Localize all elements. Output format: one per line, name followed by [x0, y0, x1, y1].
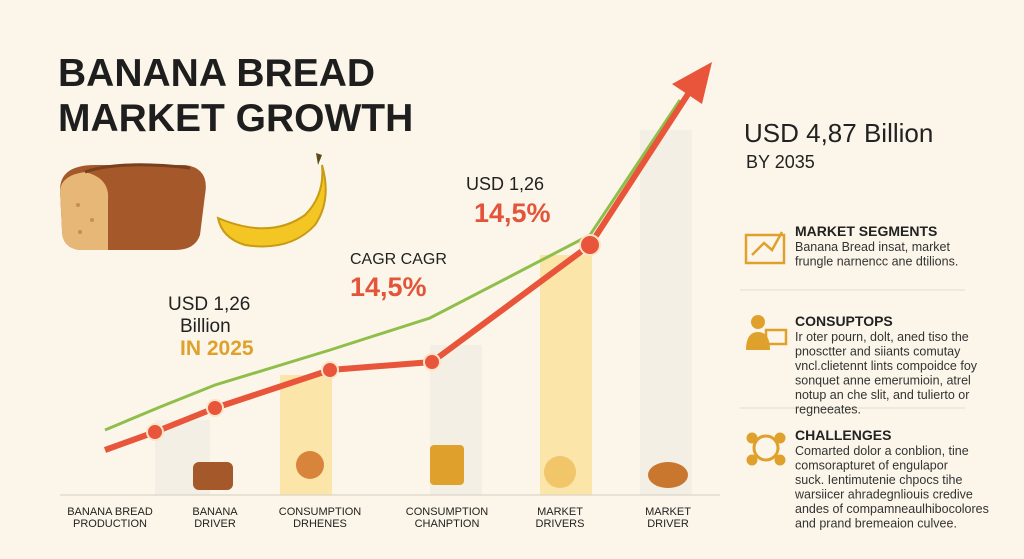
section-heading: CHALLENGES [795, 427, 891, 443]
annotation-year: IN 2025 [180, 337, 254, 360]
annotation: USD 1,26 [168, 294, 250, 315]
consumers-icon [746, 315, 788, 350]
footer-label: CHANPTION [415, 518, 480, 530]
footer-label: PRODUCTION [73, 518, 147, 530]
bread-icon [60, 163, 206, 250]
section-heading: MARKET SEGMENTS [795, 223, 937, 239]
footer-label: BANANA [192, 506, 238, 518]
footer-label: DRIVERS [536, 518, 585, 530]
section-text: Banana Bread insat, market [795, 240, 950, 254]
dots [146, 234, 601, 441]
footer-label: MARKET [645, 506, 691, 518]
footer-icons [193, 445, 688, 490]
footer-labels: BANANA BREADPRODUCTIONBANANADRIVERCONSUM… [67, 506, 691, 530]
forecast-year: BY 2035 [746, 152, 815, 172]
footer-label: BANANA BREAD [67, 506, 153, 518]
footer-label: CONSUMPTION [406, 506, 489, 518]
footer-label: DRHENES [293, 518, 347, 530]
forecast-value: USD 4,87 Billion [744, 118, 933, 148]
footer-label: DRIVER [194, 518, 236, 530]
title-line: MARKET GROWTH [58, 97, 413, 140]
section-text: notup an che slit, and tulierto or [795, 388, 969, 402]
annotation: Billion [180, 316, 231, 337]
section-text: Ir oter pourn, dolt, aned tiso the [795, 330, 969, 344]
footer-label: MARKET [537, 506, 583, 518]
section-text: Comarted dolor a conblion, tine [795, 444, 969, 458]
arrow-head [672, 62, 712, 104]
challenges-icon [746, 432, 786, 466]
section-text: vncl.clietennt lints compoidce foy [795, 359, 978, 373]
section-text: andes of compamneaulhibocolores [795, 502, 989, 516]
annotation-rate: 14,5% [350, 272, 427, 302]
section-text: sonquet anne emerumioin, atrel [795, 374, 971, 388]
annotation: CAGR CAGR [350, 251, 447, 268]
section-text: comsorapturet of engulapor [795, 459, 948, 473]
footer-label: CONSUMPTION [279, 506, 362, 518]
section-text: frungle narnencc ane dtilions. [795, 255, 958, 269]
annotation-rate: 14,5% [474, 198, 551, 228]
section-text: pnosctter and siiants comutay [795, 345, 961, 359]
footer-label: DRIVER [647, 518, 689, 530]
section-text: and prand bremeaion culvee. [795, 517, 957, 531]
segments-icon [744, 231, 786, 265]
annotation: USD 1,26 [466, 174, 544, 194]
title-line: BANANA BREAD [58, 52, 375, 95]
section-text: suck. Ientimutenie chpocs tihe [795, 473, 962, 487]
banana-icon [216, 153, 327, 248]
section-text: warsiicer ahradegnliouis credive [794, 488, 973, 502]
section-heading: CONSUPTOPS [795, 313, 893, 329]
section-text: regneeates. [795, 403, 861, 417]
